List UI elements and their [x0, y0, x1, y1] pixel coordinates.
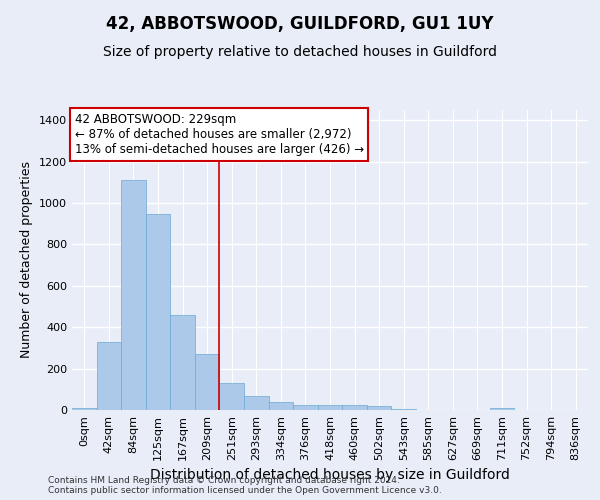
Text: Contains HM Land Registry data © Crown copyright and database right 2024.: Contains HM Land Registry data © Crown c…	[48, 476, 400, 485]
Bar	[342, 406, 367, 410]
Bar	[220, 383, 244, 410]
Text: 42, ABBOTSWOOD, GUILDFORD, GU1 1UY: 42, ABBOTSWOOD, GUILDFORD, GU1 1UY	[106, 15, 494, 33]
Bar	[170, 315, 195, 410]
Bar	[269, 402, 293, 410]
Text: Size of property relative to detached houses in Guildford: Size of property relative to detached ho…	[103, 45, 497, 59]
Bar	[318, 405, 342, 410]
Bar	[195, 354, 220, 410]
Bar	[244, 396, 269, 410]
Text: 42 ABBOTSWOOD: 229sqm
← 87% of detached houses are smaller (2,972)
13% of semi-d: 42 ABBOTSWOOD: 229sqm ← 87% of detached …	[74, 113, 364, 156]
Bar	[121, 180, 146, 410]
Y-axis label: Number of detached properties: Number of detached properties	[20, 162, 34, 358]
Bar	[490, 408, 514, 410]
Bar	[72, 408, 97, 410]
X-axis label: Distribution of detached houses by size in Guildford: Distribution of detached houses by size …	[150, 468, 510, 482]
Bar	[367, 406, 391, 410]
Text: Contains public sector information licensed under the Open Government Licence v3: Contains public sector information licen…	[48, 486, 442, 495]
Bar	[146, 214, 170, 410]
Bar	[293, 405, 318, 410]
Bar	[391, 409, 416, 410]
Bar	[97, 342, 121, 410]
